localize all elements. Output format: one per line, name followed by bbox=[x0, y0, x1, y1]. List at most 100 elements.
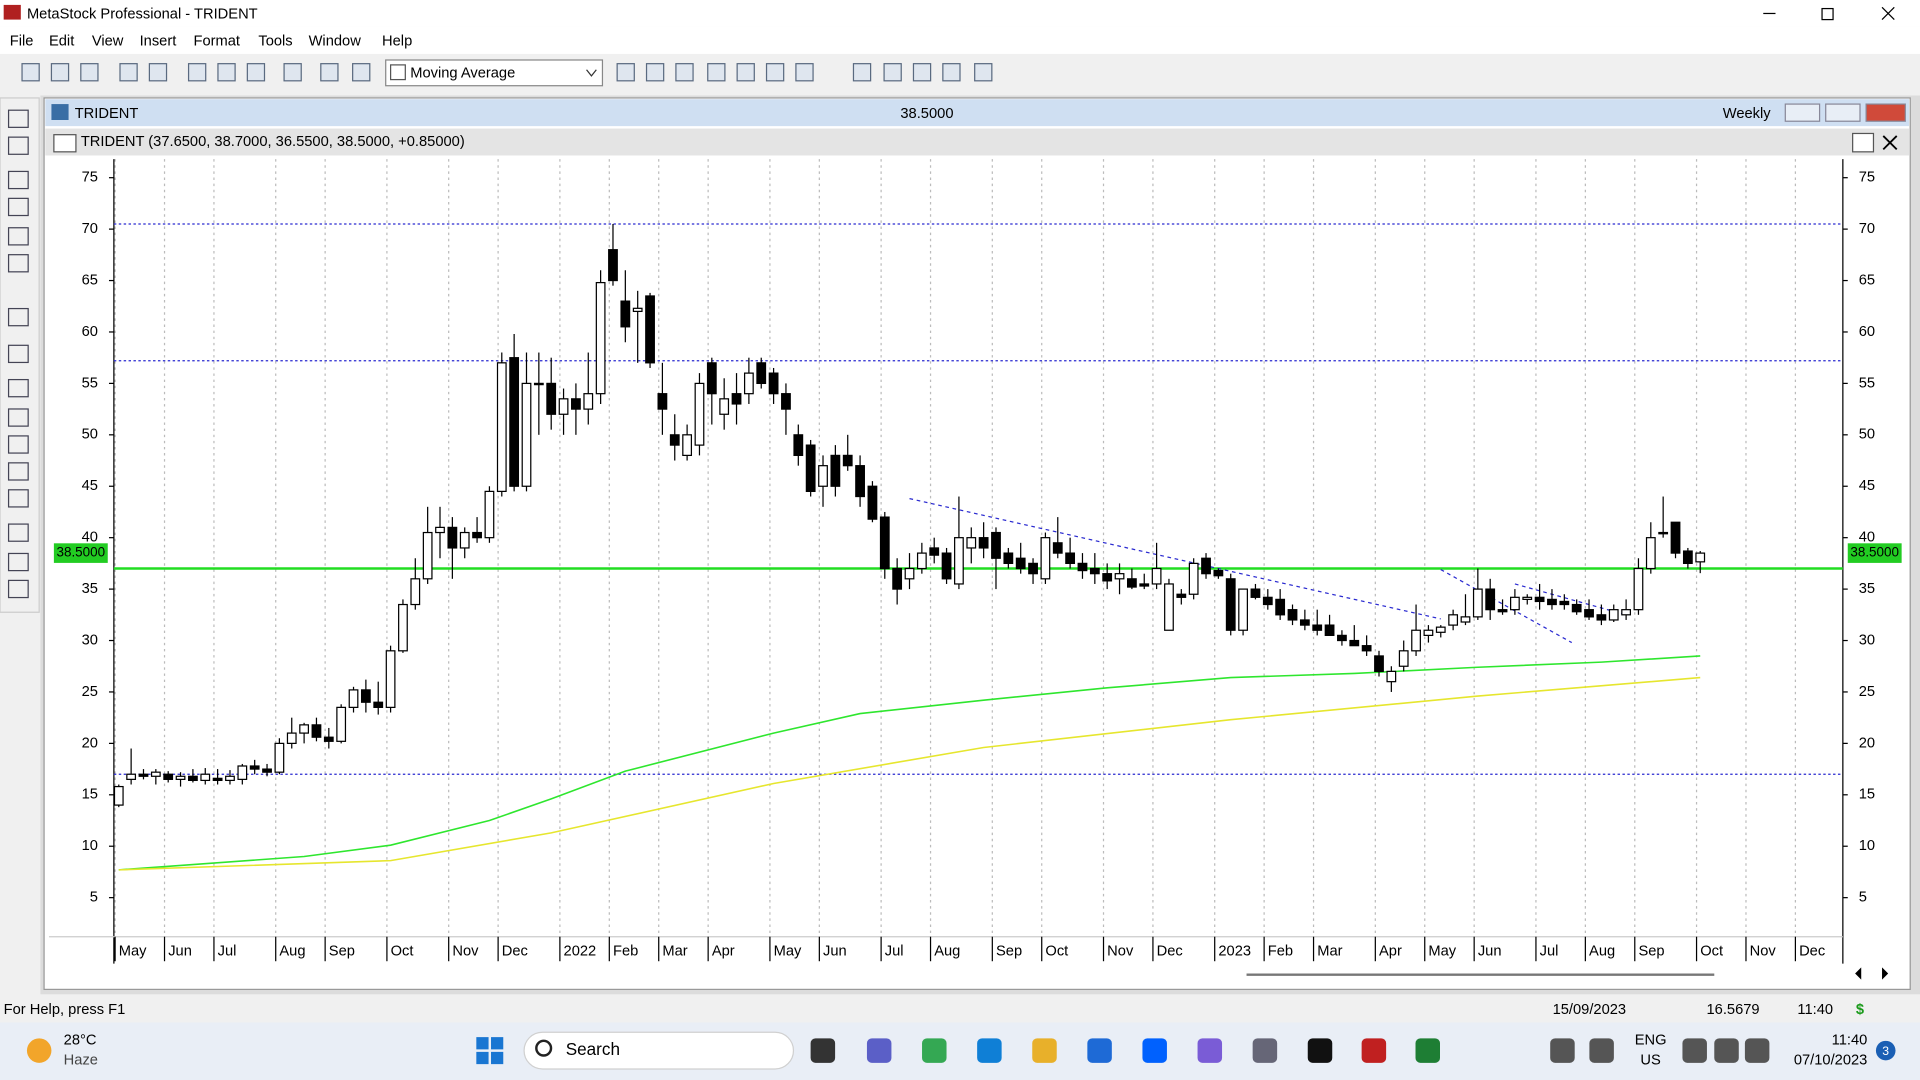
draw-tool[interactable] bbox=[7, 579, 29, 599]
draw-tool[interactable] bbox=[7, 136, 29, 155]
draw-tool[interactable] bbox=[7, 462, 29, 481]
taskbar-app[interactable] bbox=[866, 1038, 892, 1063]
draw-tool[interactable] bbox=[7, 254, 29, 273]
candle-body bbox=[830, 454, 841, 487]
taskbar-app[interactable] bbox=[1589, 1038, 1614, 1063]
taskbar-app[interactable] bbox=[1744, 1038, 1770, 1063]
draw-tool[interactable] bbox=[7, 435, 29, 454]
inner-restore[interactable] bbox=[1852, 132, 1875, 153]
tool-button[interactable] bbox=[148, 63, 168, 82]
taskbar-app[interactable] bbox=[1142, 1038, 1167, 1063]
region: US bbox=[1640, 1052, 1661, 1068]
candle-body bbox=[1534, 596, 1545, 603]
y-tick-label-right: 25 bbox=[1859, 684, 1875, 700]
window-title: MetaStock Professional - TRIDENT bbox=[27, 7, 258, 23]
notification-badge[interactable] bbox=[1875, 1040, 1896, 1061]
draw-tool[interactable] bbox=[7, 307, 29, 327]
taskbar-app[interactable] bbox=[1550, 1038, 1575, 1063]
chart-close[interactable] bbox=[1865, 103, 1906, 122]
tool-button[interactable] bbox=[765, 63, 785, 82]
tool-button[interactable] bbox=[246, 63, 266, 82]
tool-button[interactable] bbox=[942, 63, 961, 82]
taskbar-app[interactable] bbox=[922, 1038, 947, 1063]
taskbar-app[interactable] bbox=[1032, 1038, 1057, 1063]
tool-button[interactable] bbox=[187, 63, 207, 82]
tool-button[interactable] bbox=[883, 63, 902, 82]
candle-body bbox=[1003, 552, 1014, 564]
draw-tool[interactable] bbox=[7, 344, 29, 364]
menu-item[interactable]: Window bbox=[309, 34, 362, 50]
draw-tool[interactable] bbox=[7, 523, 29, 542]
inner-close[interactable] bbox=[1882, 135, 1898, 151]
indicator-dropdown[interactable] bbox=[385, 59, 604, 87]
tool-button[interactable] bbox=[80, 63, 99, 82]
draw-tool[interactable] bbox=[7, 378, 29, 398]
chart-restore[interactable] bbox=[1825, 103, 1861, 122]
taskbar-app[interactable] bbox=[1361, 1038, 1387, 1063]
taskbar-app[interactable] bbox=[977, 1038, 1002, 1063]
tool-button[interactable] bbox=[974, 63, 993, 82]
inner-header-text: TRIDENT (37.6500, 38.7000, 36.5500, 38.5… bbox=[81, 134, 465, 150]
candle-body bbox=[237, 765, 248, 780]
candle-body bbox=[1065, 552, 1076, 564]
y-tick-label-right: 15 bbox=[1859, 787, 1875, 803]
tool-button[interactable] bbox=[352, 63, 371, 82]
indicator-select: Moving Average bbox=[410, 65, 515, 81]
restore-button[interactable] bbox=[1821, 7, 1834, 21]
taskbar-app[interactable] bbox=[1197, 1038, 1223, 1063]
candle-body bbox=[1114, 573, 1125, 580]
candle-body bbox=[249, 765, 260, 770]
menu-item[interactable]: Format bbox=[193, 34, 240, 50]
candle-body bbox=[1510, 596, 1520, 611]
candle-body bbox=[1621, 609, 1631, 616]
close-button[interactable] bbox=[1881, 6, 1895, 21]
tool-button[interactable] bbox=[616, 63, 635, 82]
candle-body bbox=[1485, 588, 1496, 611]
tool-button[interactable] bbox=[21, 63, 40, 82]
candle-body bbox=[1077, 562, 1088, 572]
taskbar-app[interactable] bbox=[1415, 1038, 1440, 1063]
menu-item[interactable]: Edit bbox=[49, 34, 74, 50]
tool-button[interactable] bbox=[119, 63, 138, 82]
taskbar-app[interactable] bbox=[1714, 1038, 1739, 1063]
candle-body bbox=[1312, 624, 1323, 631]
candle-body bbox=[533, 382, 544, 386]
draw-tool[interactable] bbox=[7, 227, 29, 246]
tool-button[interactable] bbox=[320, 63, 339, 82]
draw-tool[interactable] bbox=[7, 109, 29, 128]
app-icon bbox=[3, 4, 21, 20]
tool-button[interactable] bbox=[50, 63, 70, 82]
menu-item[interactable]: View bbox=[92, 34, 124, 50]
taskbar-app[interactable] bbox=[1087, 1038, 1112, 1063]
tool-button[interactable] bbox=[645, 63, 665, 82]
taskbar-app[interactable] bbox=[810, 1038, 836, 1063]
candle-body bbox=[682, 434, 693, 457]
menu-item[interactable]: Insert bbox=[140, 34, 177, 50]
tool-button[interactable] bbox=[217, 63, 236, 82]
draw-tool[interactable] bbox=[7, 408, 29, 427]
draw-tool[interactable] bbox=[7, 489, 29, 508]
draw-tool[interactable] bbox=[7, 552, 29, 572]
menu-item[interactable]: Help bbox=[382, 34, 412, 50]
draw-tool[interactable] bbox=[7, 197, 29, 217]
tool-button[interactable] bbox=[675, 63, 694, 82]
taskbar-app[interactable] bbox=[1252, 1038, 1278, 1063]
taskbar-app[interactable] bbox=[1682, 1038, 1707, 1063]
menu-item[interactable]: File bbox=[10, 34, 34, 50]
tool-button[interactable] bbox=[736, 63, 755, 82]
menu-item[interactable]: Tools bbox=[258, 34, 292, 50]
draw-tool[interactable] bbox=[7, 170, 29, 190]
tool-button[interactable] bbox=[852, 63, 872, 82]
candle-body bbox=[435, 526, 445, 534]
tool-button[interactable] bbox=[707, 63, 726, 82]
tool-button[interactable] bbox=[795, 63, 814, 82]
candle-body bbox=[867, 485, 878, 520]
taskbar-app[interactable] bbox=[1307, 1038, 1333, 1063]
search-box[interactable] bbox=[523, 1031, 795, 1070]
tool-button[interactable] bbox=[912, 63, 932, 82]
y-tick-label: 20 bbox=[82, 735, 98, 751]
start-button[interactable] bbox=[476, 1037, 504, 1065]
chart-minimize[interactable] bbox=[1784, 103, 1821, 122]
tool-button[interactable] bbox=[283, 63, 302, 82]
x-tick-label: Mar bbox=[1317, 943, 1342, 959]
